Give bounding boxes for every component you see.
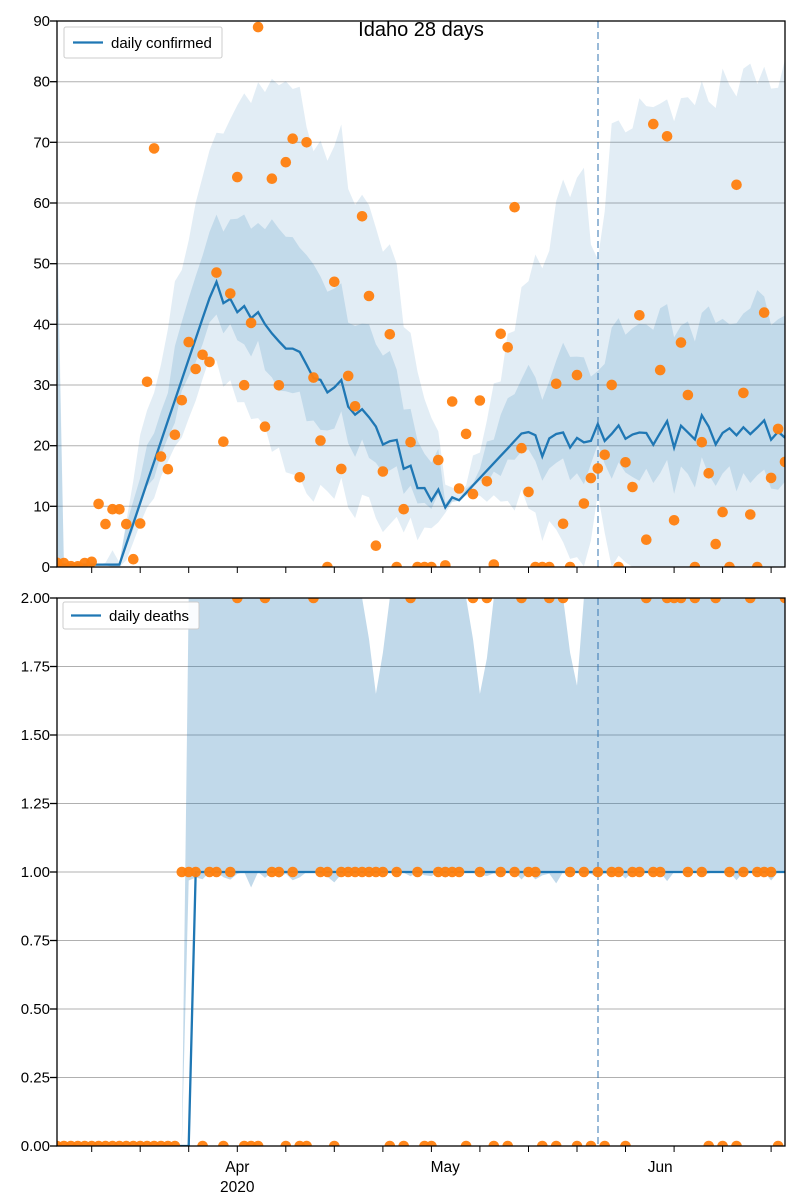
svg-text:1.00: 1.00 [21, 864, 50, 881]
svg-text:60: 60 [33, 195, 50, 212]
svg-text:0.25: 0.25 [21, 1070, 50, 1087]
svg-text:1.75: 1.75 [21, 659, 50, 676]
svg-text:0.00: 0.00 [21, 1138, 50, 1155]
svg-text:2.00: 2.00 [21, 590, 50, 607]
svg-text:Apr: Apr [225, 1159, 249, 1176]
svg-text:0: 0 [42, 559, 50, 576]
svg-text:40: 40 [33, 316, 50, 333]
svg-text:10: 10 [33, 498, 50, 515]
svg-text:0.50: 0.50 [21, 1001, 50, 1018]
svg-text:80: 80 [33, 74, 50, 91]
svg-text:1.50: 1.50 [21, 727, 50, 744]
svg-text:daily confirmed: daily confirmed [111, 35, 212, 52]
svg-text:30: 30 [33, 377, 50, 394]
svg-text:May: May [431, 1159, 461, 1176]
svg-text:Idaho 28 days: Idaho 28 days [358, 19, 484, 41]
svg-text:0.75: 0.75 [21, 933, 50, 950]
svg-text:50: 50 [33, 256, 50, 273]
svg-text:70: 70 [33, 134, 50, 151]
svg-text:20: 20 [33, 438, 50, 455]
svg-text:daily deaths: daily deaths [109, 608, 189, 625]
svg-text:1.25: 1.25 [21, 796, 50, 813]
svg-text:90: 90 [33, 13, 50, 30]
svg-text:Jun: Jun [648, 1159, 673, 1176]
svg-text:2020: 2020 [220, 1179, 255, 1196]
